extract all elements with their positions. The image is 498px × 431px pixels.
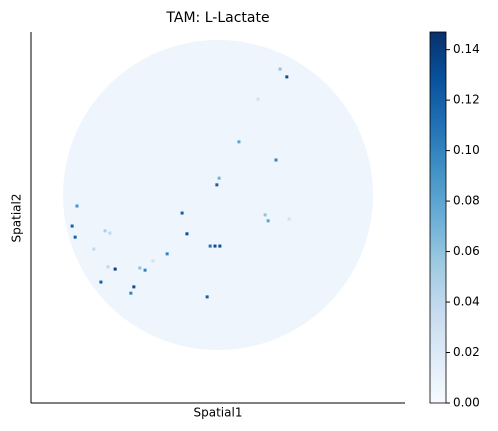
- chart-title: TAM: L-Lactate: [165, 10, 269, 26]
- spot: [278, 67, 282, 71]
- spot: [99, 280, 103, 284]
- colorbar-tick-label: 0.06: [453, 244, 480, 258]
- spot: [103, 229, 107, 233]
- spot: [151, 259, 155, 263]
- spot: [143, 268, 147, 272]
- spot: [113, 267, 117, 271]
- spot: [75, 204, 79, 208]
- spot: [129, 291, 133, 295]
- spot: [217, 176, 221, 180]
- spot: [218, 244, 222, 248]
- spot: [208, 244, 212, 248]
- spot: [165, 252, 169, 256]
- spot: [92, 247, 96, 251]
- colorbar-tick-label: 0.00: [453, 396, 480, 410]
- colorbar: [429, 31, 447, 404]
- spot: [180, 211, 184, 215]
- spot: [237, 140, 241, 144]
- y-axis-label: Spatial2: [10, 194, 24, 243]
- spot: [213, 244, 217, 248]
- spot: [256, 97, 260, 101]
- spot: [106, 265, 110, 269]
- spot: [274, 158, 278, 162]
- spot: [108, 231, 112, 235]
- spot: [73, 235, 77, 239]
- spot: [205, 295, 209, 299]
- spot: [287, 217, 291, 221]
- spot: [215, 183, 219, 187]
- spot: [266, 219, 270, 223]
- background-spots: [63, 40, 373, 350]
- colorbar-tick-label: 0.14: [453, 42, 480, 56]
- spot: [138, 266, 142, 270]
- spot: [185, 232, 189, 236]
- colorbar-tick-label: 0.02: [453, 345, 480, 359]
- spot: [132, 285, 136, 289]
- colorbar-tick-label: 0.04: [453, 295, 480, 309]
- colorbar-tick-label: 0.10: [453, 143, 480, 157]
- spot: [70, 224, 74, 228]
- colorbar-tick-label: 0.12: [453, 93, 480, 107]
- spot: [285, 75, 289, 79]
- x-axis-label: Spatial1: [194, 406, 243, 420]
- spot: [263, 213, 267, 217]
- colorbar-tick-label: 0.08: [453, 194, 480, 208]
